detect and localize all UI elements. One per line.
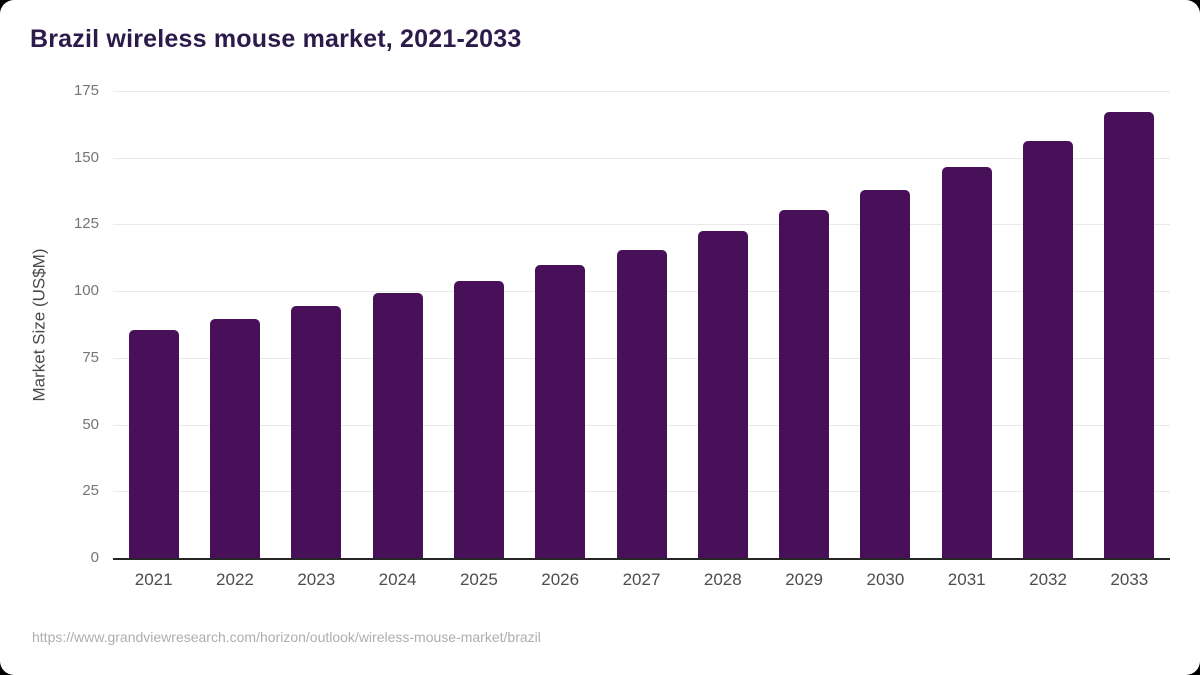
- y-tick-label: 75: [82, 348, 99, 366]
- source-url: https://www.grandviewresearch.com/horizo…: [32, 629, 541, 645]
- bar-2025[interactable]: [453, 280, 504, 558]
- plot-area: 0 25 50 75 100 125 150 175 2021 2022 2023 2024 2025…: [74, 82, 1170, 589]
- bar-2027[interactable]: [616, 250, 667, 558]
- bar-2026[interactable]: [535, 265, 586, 558]
- x-tick-label: 2021: [134, 570, 173, 589]
- y-tick-label: 150: [73, 148, 99, 166]
- bar-2031[interactable]: [941, 167, 992, 558]
- y-tick-label: 50: [82, 415, 99, 433]
- x-tick-label: 2029: [785, 570, 824, 589]
- gridline: [113, 224, 1170, 226]
- bar-2023[interactable]: [291, 306, 342, 558]
- x-axis: 2021 2022 2023 2024 2025 2026 2027 2028 2029 2030…: [113, 570, 1170, 594]
- bar-2032[interactable]: [1023, 141, 1074, 558]
- bar-2024[interactable]: [372, 293, 423, 558]
- y-axis: 0 25 50 75 100 125 150 175: [53, 82, 99, 566]
- x-tick-label: 2032: [1029, 570, 1067, 589]
- gridline: [113, 91, 1170, 92]
- x-tick-label: 2027: [622, 570, 661, 589]
- x-tick-label: 2031: [947, 570, 986, 589]
- bar-2028[interactable]: [697, 231, 748, 558]
- bar-2022[interactable]: [209, 318, 260, 558]
- x-tick-label: 2030: [866, 570, 905, 589]
- y-tick-label: 100: [73, 282, 99, 300]
- x-tick-label: 2033: [1110, 570, 1149, 589]
- bar-2030[interactable]: [860, 190, 911, 558]
- y-tick-label: 0: [90, 549, 99, 566]
- x-axis-line: [113, 558, 1170, 560]
- x-tick-label: 2026: [541, 570, 580, 589]
- y-axis-title: Market Size (US$M): [30, 247, 49, 402]
- x-tick-label: 2024: [378, 570, 417, 589]
- y-tick-label: 25: [82, 482, 99, 500]
- bar-2021[interactable]: [128, 330, 179, 558]
- x-tick-label: 2025: [459, 570, 498, 589]
- y-tick-label: 175: [73, 82, 99, 99]
- x-tick-label: 2028: [703, 570, 742, 589]
- x-tick-label: 2023: [297, 570, 336, 589]
- x-tick-label: 2022: [216, 570, 254, 589]
- bar-2029[interactable]: [779, 210, 830, 558]
- bar-2033[interactable]: [1104, 111, 1155, 558]
- y-tick-label: 125: [73, 215, 99, 233]
- chart-title: Brazil wireless mouse market, 2021-2033: [30, 25, 522, 53]
- gridline: [113, 157, 1170, 159]
